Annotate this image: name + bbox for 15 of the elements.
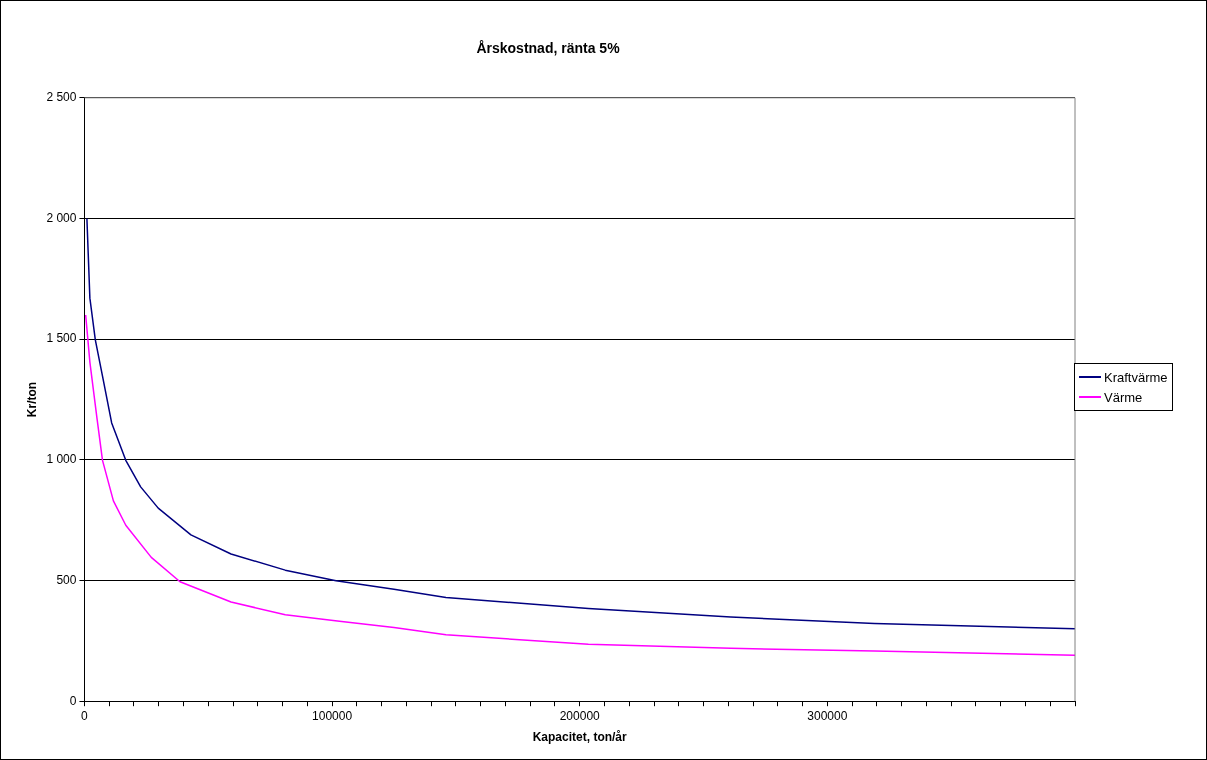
x-tick-label: 100000 <box>312 708 353 723</box>
x-tick-label: 0 <box>81 708 89 723</box>
legend-label: Värme <box>1104 389 1143 405</box>
chart-title: Årskostnad, ränta 5% <box>476 40 621 57</box>
y-tick-label: 1 500 <box>46 331 77 346</box>
y-tick-label: 0 <box>69 693 77 708</box>
y-tick-label: 2 500 <box>46 90 77 105</box>
x-tick-label: 200000 <box>559 708 601 723</box>
y-axis-title: Kr/ton <box>24 381 39 418</box>
y-tick-label: 1 000 <box>46 452 77 467</box>
y-tick-label: 500 <box>56 572 77 587</box>
x-axis-title: Kapacitet, ton/år <box>532 730 628 745</box>
y-tick-label: 2 000 <box>46 210 77 225</box>
x-tick-label: 300000 <box>807 708 848 723</box>
legend-label: Kraftvärme <box>1104 369 1168 385</box>
